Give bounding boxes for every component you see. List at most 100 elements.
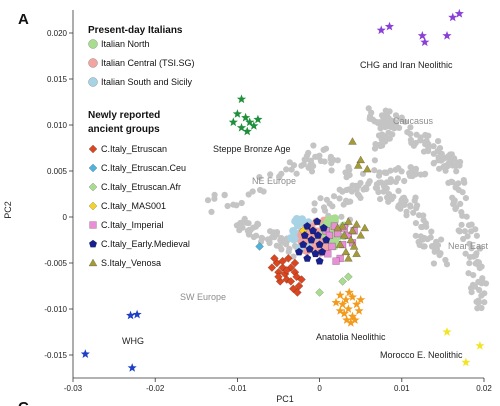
legend-label: C.Italy_MAS001 [101, 201, 166, 211]
reference-sample-point [437, 250, 444, 257]
reference-sample-point [293, 170, 300, 177]
reference-sample-point [448, 151, 455, 158]
reference-sample-point [478, 304, 485, 312]
data-point [343, 304, 353, 313]
reference-sample-point [463, 213, 470, 220]
reference-sample-point [243, 219, 250, 226]
reference-sample-point [398, 168, 405, 175]
data-point [303, 221, 312, 230]
reference-sample-point [336, 186, 343, 193]
reference-sample-point [321, 158, 328, 165]
data-point [338, 221, 348, 230]
data-point [241, 112, 251, 122]
annotations: CHG and Iran Neolithic Steppe Bronze Age… [122, 60, 489, 360]
data-point [343, 253, 353, 262]
data-point [255, 242, 264, 251]
reference-sample-point [462, 195, 469, 202]
data-point [335, 240, 345, 248]
reference-sample-point [474, 259, 481, 266]
legend-label: C.Italy_Etruscan.Ceu [101, 163, 186, 173]
series-steppe-bronze-age [228, 94, 263, 136]
legend-label: S.Italy_Venosa [101, 258, 161, 268]
legend-marker [88, 182, 98, 192]
reference-sample-point [266, 239, 273, 247]
y-axis-title: PC2 [3, 201, 13, 219]
reference-sample-point [347, 198, 354, 205]
x-tick-label: -0.03 [64, 384, 83, 393]
data-point [461, 357, 471, 367]
legend-marker [88, 58, 98, 68]
reference-sample-point [327, 153, 334, 160]
reference-sample-point [380, 188, 387, 195]
reference-sample-point [442, 167, 449, 174]
panel-label: A [18, 11, 29, 28]
data-point [270, 254, 279, 263]
reference-sample-point [308, 168, 316, 175]
reference-sample-point [434, 148, 441, 155]
data-point [253, 114, 263, 124]
data-point [282, 266, 292, 275]
present-day-sample-point [293, 221, 302, 230]
reference-sample-point [245, 231, 252, 238]
reference-sample-point [449, 162, 456, 169]
data-point [315, 256, 324, 265]
reference-sample-point [419, 223, 426, 231]
reference-sample-point [400, 194, 408, 201]
reference-sample-point [371, 157, 378, 164]
reference-sample-point [449, 194, 456, 201]
data-point [245, 117, 255, 127]
data-point [341, 247, 351, 256]
series-c-italy-etruscan [267, 254, 306, 297]
reference-sample-point [329, 203, 336, 210]
data-point [290, 258, 300, 268]
annotation-morocco: Morocco E. Neolithic [380, 350, 463, 360]
legend-marker [88, 258, 98, 267]
reference-sample-point [328, 167, 335, 174]
reference-sample-point [423, 137, 430, 144]
reference-sample-point [472, 226, 479, 233]
x-tick-label: -0.01 [228, 384, 247, 393]
reference-sample-point [288, 166, 295, 173]
reference-sample-point [387, 167, 394, 174]
data-point [308, 226, 318, 235]
reference-sample-point [382, 124, 389, 131]
reference-sample-point [394, 175, 401, 182]
reference-sample-point [224, 202, 231, 210]
data-point [384, 21, 394, 31]
data-point [307, 235, 316, 244]
legend-present-header: Present-day Italians [88, 25, 183, 36]
legend-marker [88, 239, 98, 248]
data-point [127, 363, 137, 372]
reference-sample-point [412, 232, 419, 239]
next-panel-label: C [18, 399, 29, 406]
reference-sample-point [427, 234, 434, 241]
reference-sample-point [300, 161, 307, 168]
reference-sample-point [249, 188, 256, 195]
reference-sample-point [481, 299, 488, 306]
x-tick-label: -0.02 [146, 384, 165, 393]
data-point [348, 137, 357, 145]
reference-sample-point [371, 145, 379, 152]
series-whg [80, 309, 142, 372]
reference-sample-point [278, 246, 285, 253]
reference-sample-point [366, 115, 373, 122]
reference-sample-point [375, 172, 383, 179]
reference-sample-point [434, 242, 442, 249]
reference-sample-point [396, 124, 403, 131]
reference-sample-point [221, 192, 228, 199]
annotation-anatolia: Anatolia Neolithic [316, 332, 386, 342]
reference-sample-point [320, 146, 327, 153]
reference-sample-point [420, 243, 427, 250]
axes: -0.03 -0.02 -0.01 0 0.01 0.020.0200.0150.0100… [44, 10, 492, 393]
ancient-groups-layer [80, 8, 485, 372]
reference-sample-point [375, 132, 383, 139]
reference-sample-point [343, 174, 350, 181]
data-point [360, 223, 370, 232]
data-point [454, 8, 464, 18]
reference-sample-point [336, 195, 343, 202]
legend-label: Italian South and Sicily [101, 77, 193, 87]
reference-sample-point [429, 243, 436, 250]
reference-sample-point [465, 270, 472, 277]
y-tick-label: -0.005 [44, 259, 67, 268]
reference-sample-point [473, 232, 480, 239]
